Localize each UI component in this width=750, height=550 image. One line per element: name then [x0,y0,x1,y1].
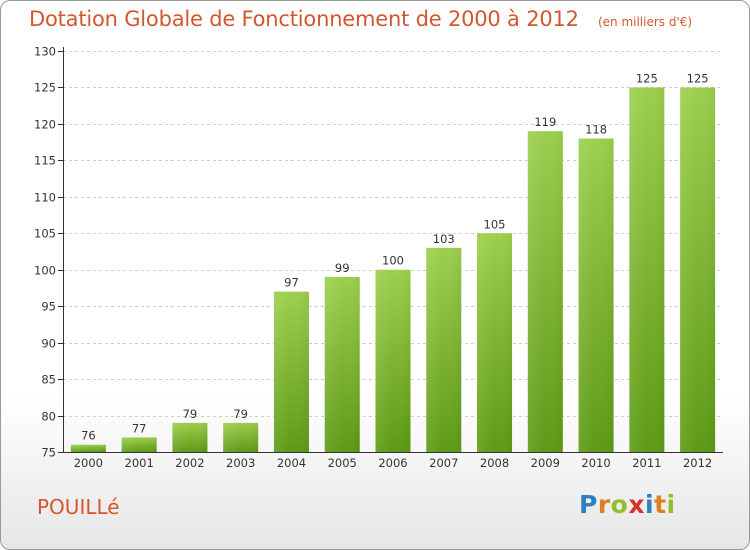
commune-name: POUILLé [37,495,120,519]
logo-letter: i [645,490,655,519]
y-tick-label: 80 [41,410,56,424]
value-label-2000: 76 [81,429,96,443]
value-label-2010: 118 [585,122,607,136]
bar-shine [578,138,614,452]
y-tick-label: 95 [41,300,56,314]
bar-shine [70,444,106,452]
bar-shine [324,277,360,452]
x-tick-label: 2002 [175,456,204,470]
y-tick-label: 125 [34,81,56,95]
logo-letter: i [666,490,676,519]
value-label-2002: 79 [183,407,198,421]
x-tick-label: 2008 [480,456,509,470]
logo-letter: t [654,490,667,519]
value-label-2001: 77 [132,421,147,435]
y-tick-label: 115 [34,154,56,168]
value-label-2005: 99 [335,261,350,275]
y-tick-label: 110 [34,191,56,205]
value-label-2006: 100 [382,254,404,268]
x-tick-label: 2003 [226,456,255,470]
bar-shine [426,247,462,452]
value-label-2012: 125 [687,71,709,85]
x-tick-label: 2012 [683,456,712,470]
y-tick-label: 90 [41,337,56,351]
bar-shine [375,269,411,452]
axes [58,47,723,453]
y-tick-label: 100 [34,264,56,278]
proxiti-logo: Proxiti [579,490,676,519]
y-tick-label: 75 [41,446,56,460]
x-tick-label: 2007 [429,456,458,470]
bar-shine [223,422,259,452]
logo-letter: x [628,490,645,519]
value-label-2007: 103 [433,232,455,246]
bars [70,87,716,453]
value-label-2003: 79 [233,407,248,421]
title-row: Dotation Globale de Fonctionnement de 20… [29,7,692,31]
chart-title: Dotation Globale de Fonctionnement de 20… [29,7,579,31]
bar-shine [680,87,716,453]
y-tick-label: 105 [34,227,56,241]
value-label-2011: 125 [636,71,658,85]
x-tick-label: 2004 [277,456,306,470]
x-tick-label: 2010 [581,456,610,470]
bar-shine [527,131,563,452]
value-label-2004: 97 [284,276,299,290]
x-tick-label: 2000 [74,456,103,470]
x-tick-label: 2009 [531,456,560,470]
bar-shine [629,87,665,453]
bar-shine [121,437,157,452]
x-tick-label: 2006 [378,456,407,470]
bar-shine [477,233,513,452]
bar-shine [172,422,208,452]
y-tick-label: 130 [34,45,56,59]
logo-letter: o [610,490,629,519]
value-label-2009: 119 [534,115,556,129]
value-label-2008: 105 [484,217,506,231]
logo-letter: P [579,490,598,519]
x-tick-label: 2005 [328,456,357,470]
x-tick-label: 2011 [632,456,661,470]
y-tick-label: 120 [34,118,56,132]
logo-letter: r [597,490,611,519]
labels: 75 80 85 90 95 100 105 110 115 120 125 130 76 2000 77 2… [34,45,712,471]
y-tick-label: 85 [41,373,56,387]
x-tick-label: 2001 [125,456,154,470]
bar-shine [273,291,309,452]
chart-unit: (en milliers d'€) [597,15,693,29]
